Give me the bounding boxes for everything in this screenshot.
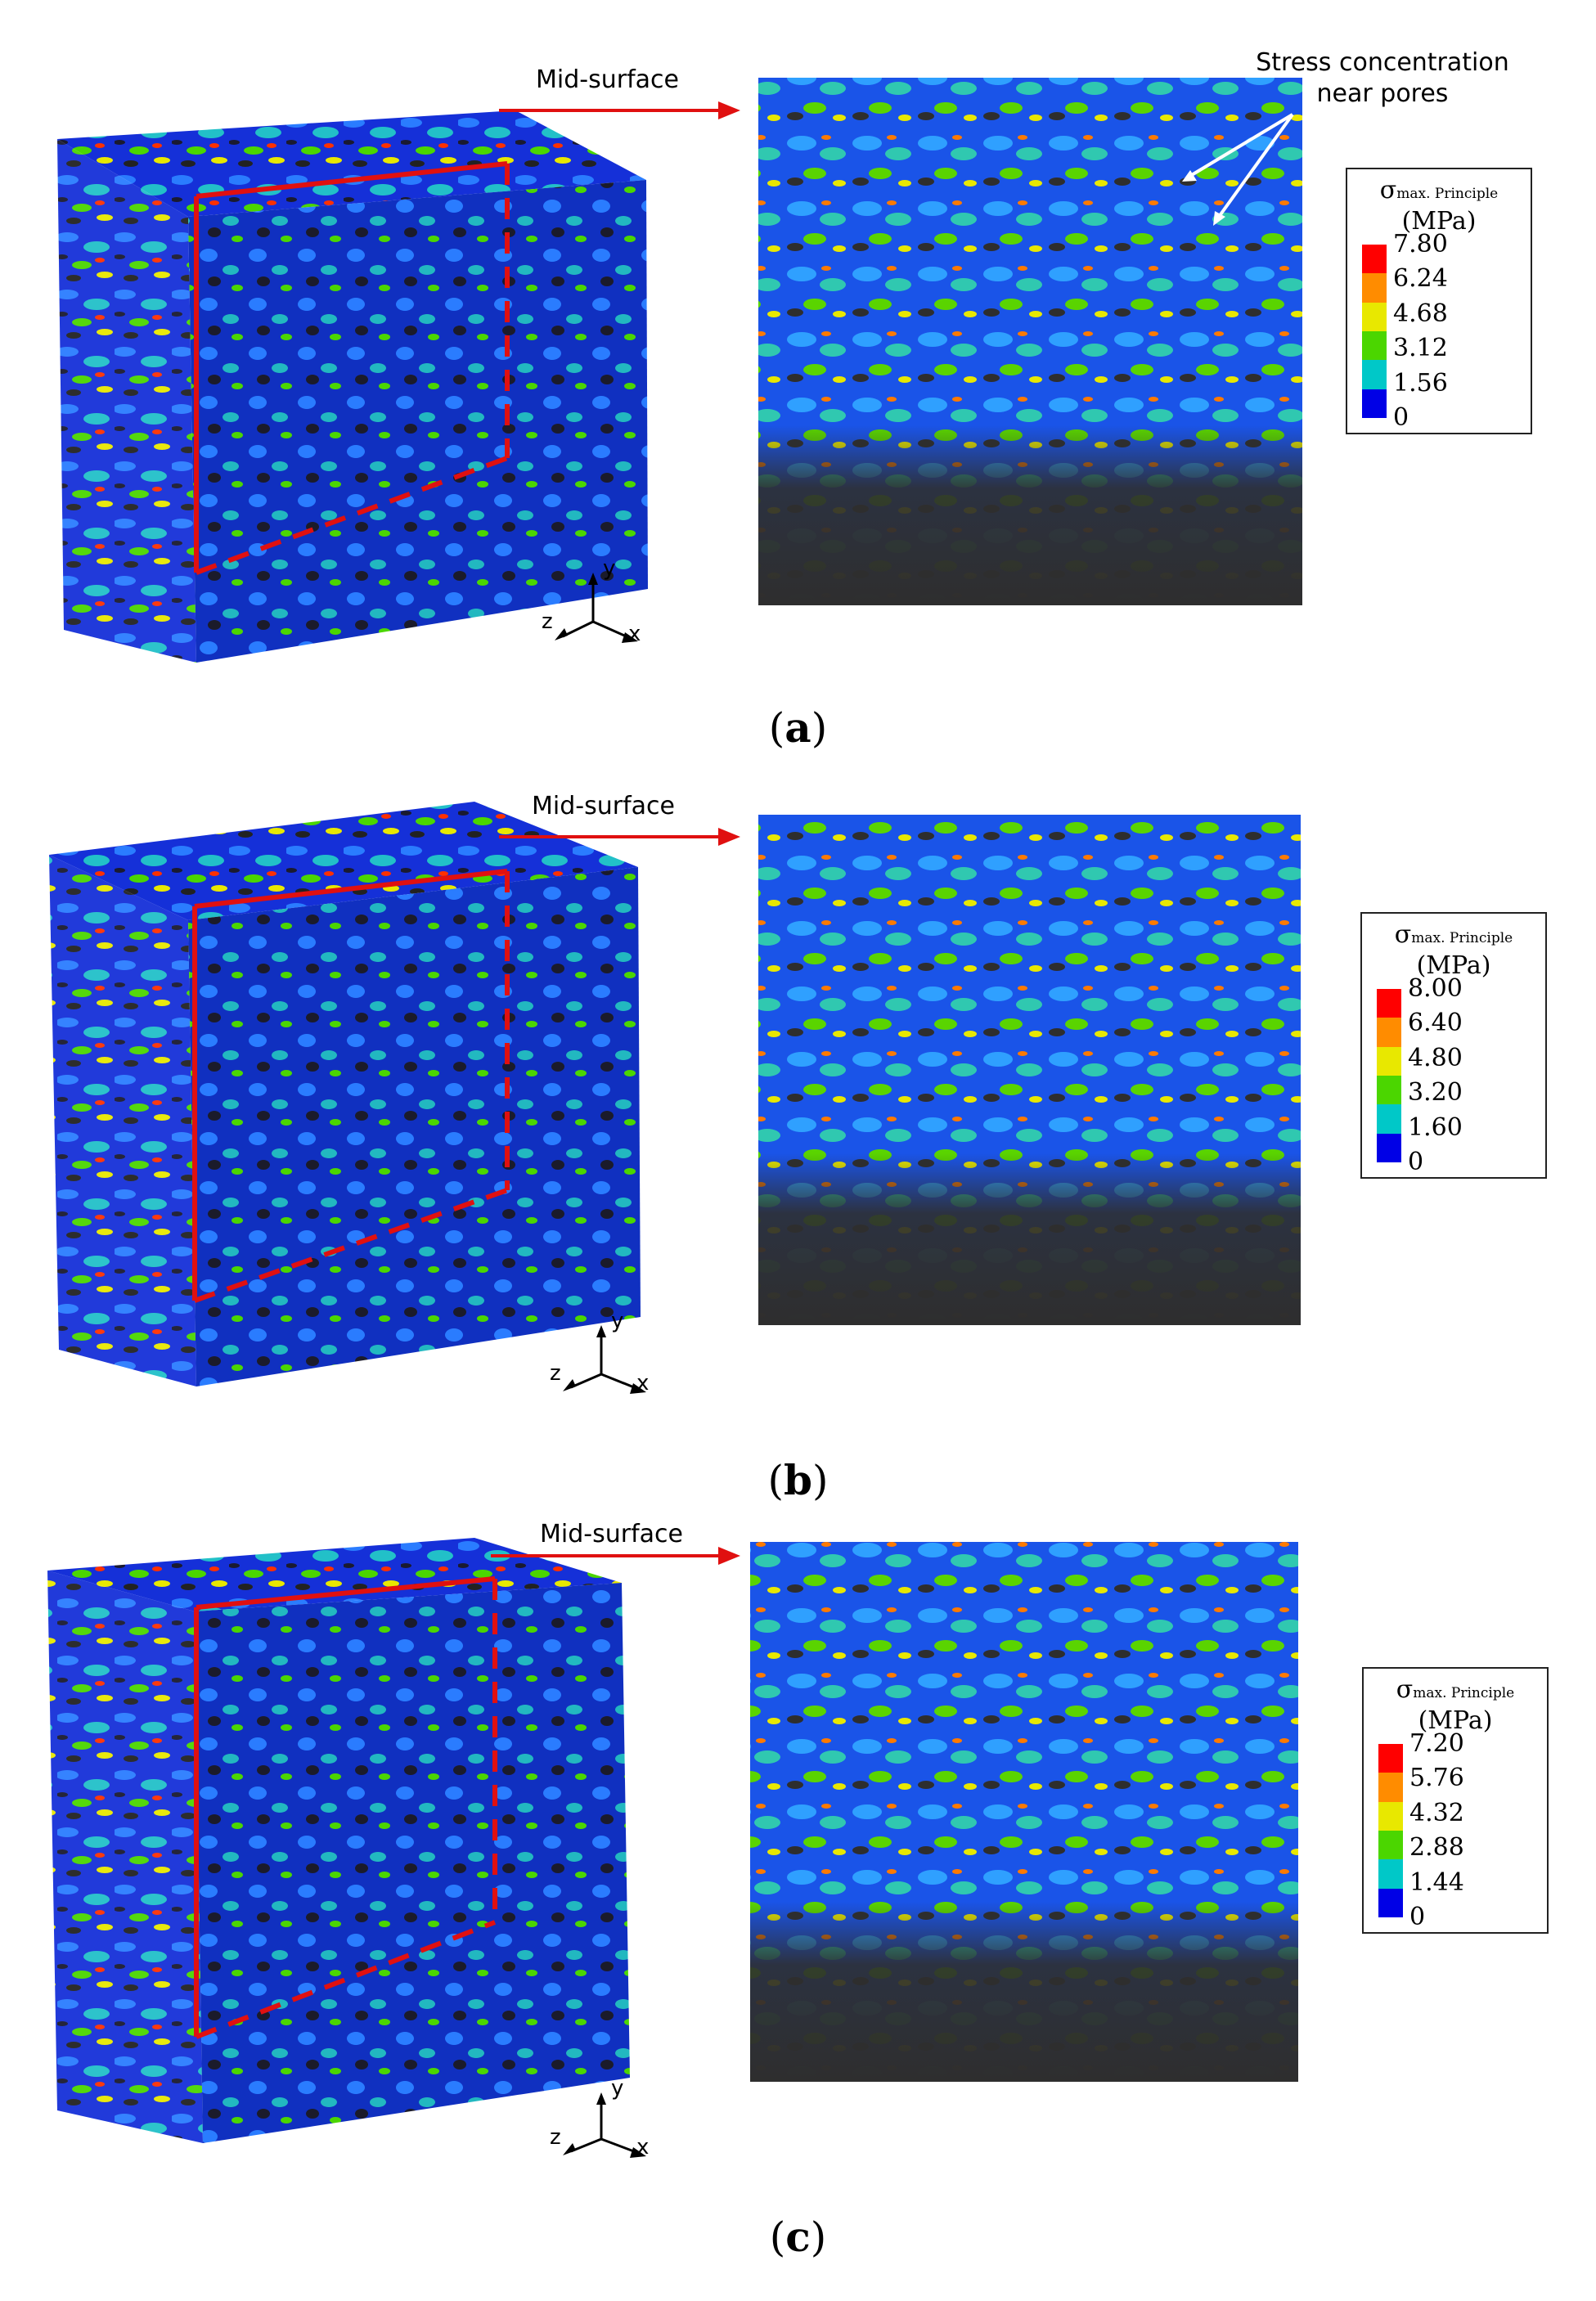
colorbar <box>1378 1744 1403 1917</box>
panel-b: Mid-surface y z x σmax. Principle (MPa) … <box>0 785 1596 1538</box>
legend-tick: 1.56 <box>1393 368 1448 398</box>
caption-a: (a) <box>768 703 828 752</box>
panel-a: Mid-surface Stress concentration near po… <box>0 0 1596 785</box>
legend-tick: 1.44 <box>1409 1867 1464 1897</box>
axis-z-label: z <box>550 1361 561 1386</box>
stress-concentration-label: Stress concentration near pores <box>1227 47 1538 110</box>
legend-unit: (MPa) <box>1401 207 1477 236</box>
legend-tick: 7.20 <box>1409 1729 1464 1758</box>
legend-symbol: σmax. Principle <box>1394 920 1513 949</box>
cube-front-face <box>49 855 196 1386</box>
cube-top-face <box>47 1538 622 1611</box>
axis-x-label: x <box>636 2135 650 2159</box>
caption-b: (b) <box>767 1456 829 1504</box>
legend-tick: 3.12 <box>1393 334 1448 363</box>
panel-b-graphics <box>49 802 1301 1394</box>
legend-tick: 6.40 <box>1408 1009 1463 1038</box>
legend-tick: 4.68 <box>1393 299 1448 328</box>
axis-x-label: x <box>636 1371 650 1395</box>
axis-y-label: y <box>611 2076 624 2101</box>
legend-tick: 4.80 <box>1408 1043 1463 1072</box>
legend-symbol: σmax. Principle <box>1396 1675 1515 1704</box>
mid-surface-label: Mid-surface <box>540 1520 683 1548</box>
legend-tick: 5.76 <box>1409 1764 1464 1793</box>
legend-tick: 8.00 <box>1408 974 1463 1003</box>
panel-c-graphics <box>47 1538 1298 2158</box>
legend-symbol: σmax. Principle <box>1379 176 1499 204</box>
axis-x-label: x <box>628 622 641 646</box>
panel-a-graphics <box>57 78 1302 663</box>
legend-tick: 2.88 <box>1409 1833 1464 1863</box>
mid-surface-label: Mid-surface <box>536 65 679 94</box>
cube-side-face <box>195 1583 630 2143</box>
cube-side-face <box>188 867 641 1386</box>
cube-top-face <box>49 802 638 920</box>
legend-tick: 7.80 <box>1393 230 1448 258</box>
colorbar <box>1377 989 1401 1162</box>
stress-label-line1: Stress concentration <box>1256 48 1509 77</box>
axis-y-label: y <box>611 1309 624 1333</box>
colorbar-legend: σmax. Principle (MPa) 8.00 6.40 4.80 3.2… <box>1360 912 1547 1179</box>
cube-top-face <box>57 110 646 217</box>
cube-front-face <box>57 139 196 663</box>
colorbar-legend: σmax. Principle (MPa) 7.80 6.24 4.68 3.1… <box>1346 168 1532 434</box>
caption-c: (c) <box>769 2213 827 2261</box>
axis-z-label: z <box>542 609 553 634</box>
legend-tick: 0 <box>1393 403 1409 432</box>
mid-surface-label: Mid-surface <box>532 792 675 820</box>
cube-side-face <box>188 180 648 663</box>
legend-tick: 6.24 <box>1393 264 1448 294</box>
colorbar-legend: σmax. Principle (MPa) 7.20 5.76 4.32 2.8… <box>1362 1667 1549 1934</box>
legend-tick: 0 <box>1409 1903 1426 1931</box>
panel-c: Mid-surface y z x σmax. Principle (MPa) … <box>0 1520 1596 2301</box>
stress-label-line2: near pores <box>1316 79 1449 108</box>
legend-tick: 1.60 <box>1408 1112 1463 1142</box>
axis-y-label: y <box>603 556 616 581</box>
cube-front-face <box>47 1571 203 2143</box>
axis-z-label: z <box>550 2125 561 2150</box>
colorbar <box>1362 245 1387 418</box>
legend-tick: 0 <box>1408 1148 1424 1176</box>
legend-unit: (MPa) <box>1418 1706 1493 1735</box>
legend-tick: 4.32 <box>1409 1798 1464 1827</box>
legend-unit: (MPa) <box>1416 951 1491 980</box>
legend-tick: 3.20 <box>1408 1078 1463 1108</box>
